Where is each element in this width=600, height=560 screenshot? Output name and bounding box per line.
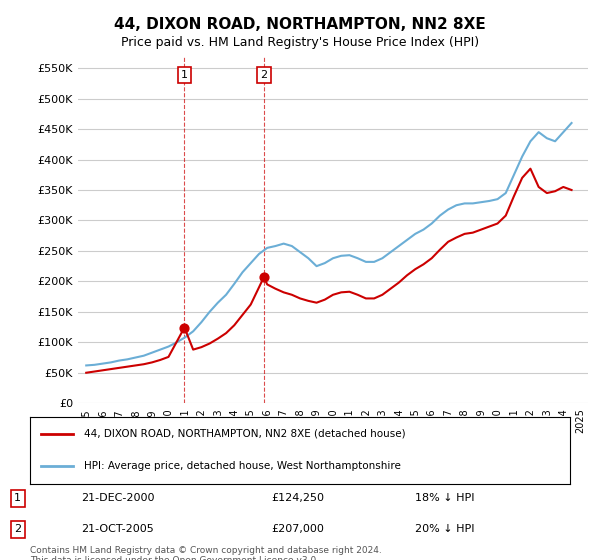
Text: 18% ↓ HPI: 18% ↓ HPI: [415, 493, 475, 503]
Point: [259, 273, 269, 282]
Text: £124,250: £124,250: [271, 493, 324, 503]
Text: Price paid vs. HM Land Registry's House Price Index (HPI): Price paid vs. HM Land Registry's House …: [121, 36, 479, 49]
Text: 2: 2: [260, 70, 268, 80]
Text: 21-OCT-2005: 21-OCT-2005: [81, 524, 154, 534]
Text: 1: 1: [181, 70, 188, 80]
Text: 44, DIXON ROAD, NORTHAMPTON, NN2 8XE: 44, DIXON ROAD, NORTHAMPTON, NN2 8XE: [114, 17, 486, 32]
Text: £207,000: £207,000: [271, 524, 324, 534]
Text: Contains HM Land Registry data © Crown copyright and database right 2024.
This d: Contains HM Land Registry data © Crown c…: [30, 546, 382, 560]
Text: 2: 2: [14, 524, 22, 534]
Point: [179, 323, 189, 332]
Text: 1: 1: [14, 493, 21, 503]
Text: 20% ↓ HPI: 20% ↓ HPI: [415, 524, 475, 534]
Text: 21-DEC-2000: 21-DEC-2000: [81, 493, 155, 503]
Text: 44, DIXON ROAD, NORTHAMPTON, NN2 8XE (detached house): 44, DIXON ROAD, NORTHAMPTON, NN2 8XE (de…: [84, 429, 406, 439]
Text: HPI: Average price, detached house, West Northamptonshire: HPI: Average price, detached house, West…: [84, 460, 401, 470]
